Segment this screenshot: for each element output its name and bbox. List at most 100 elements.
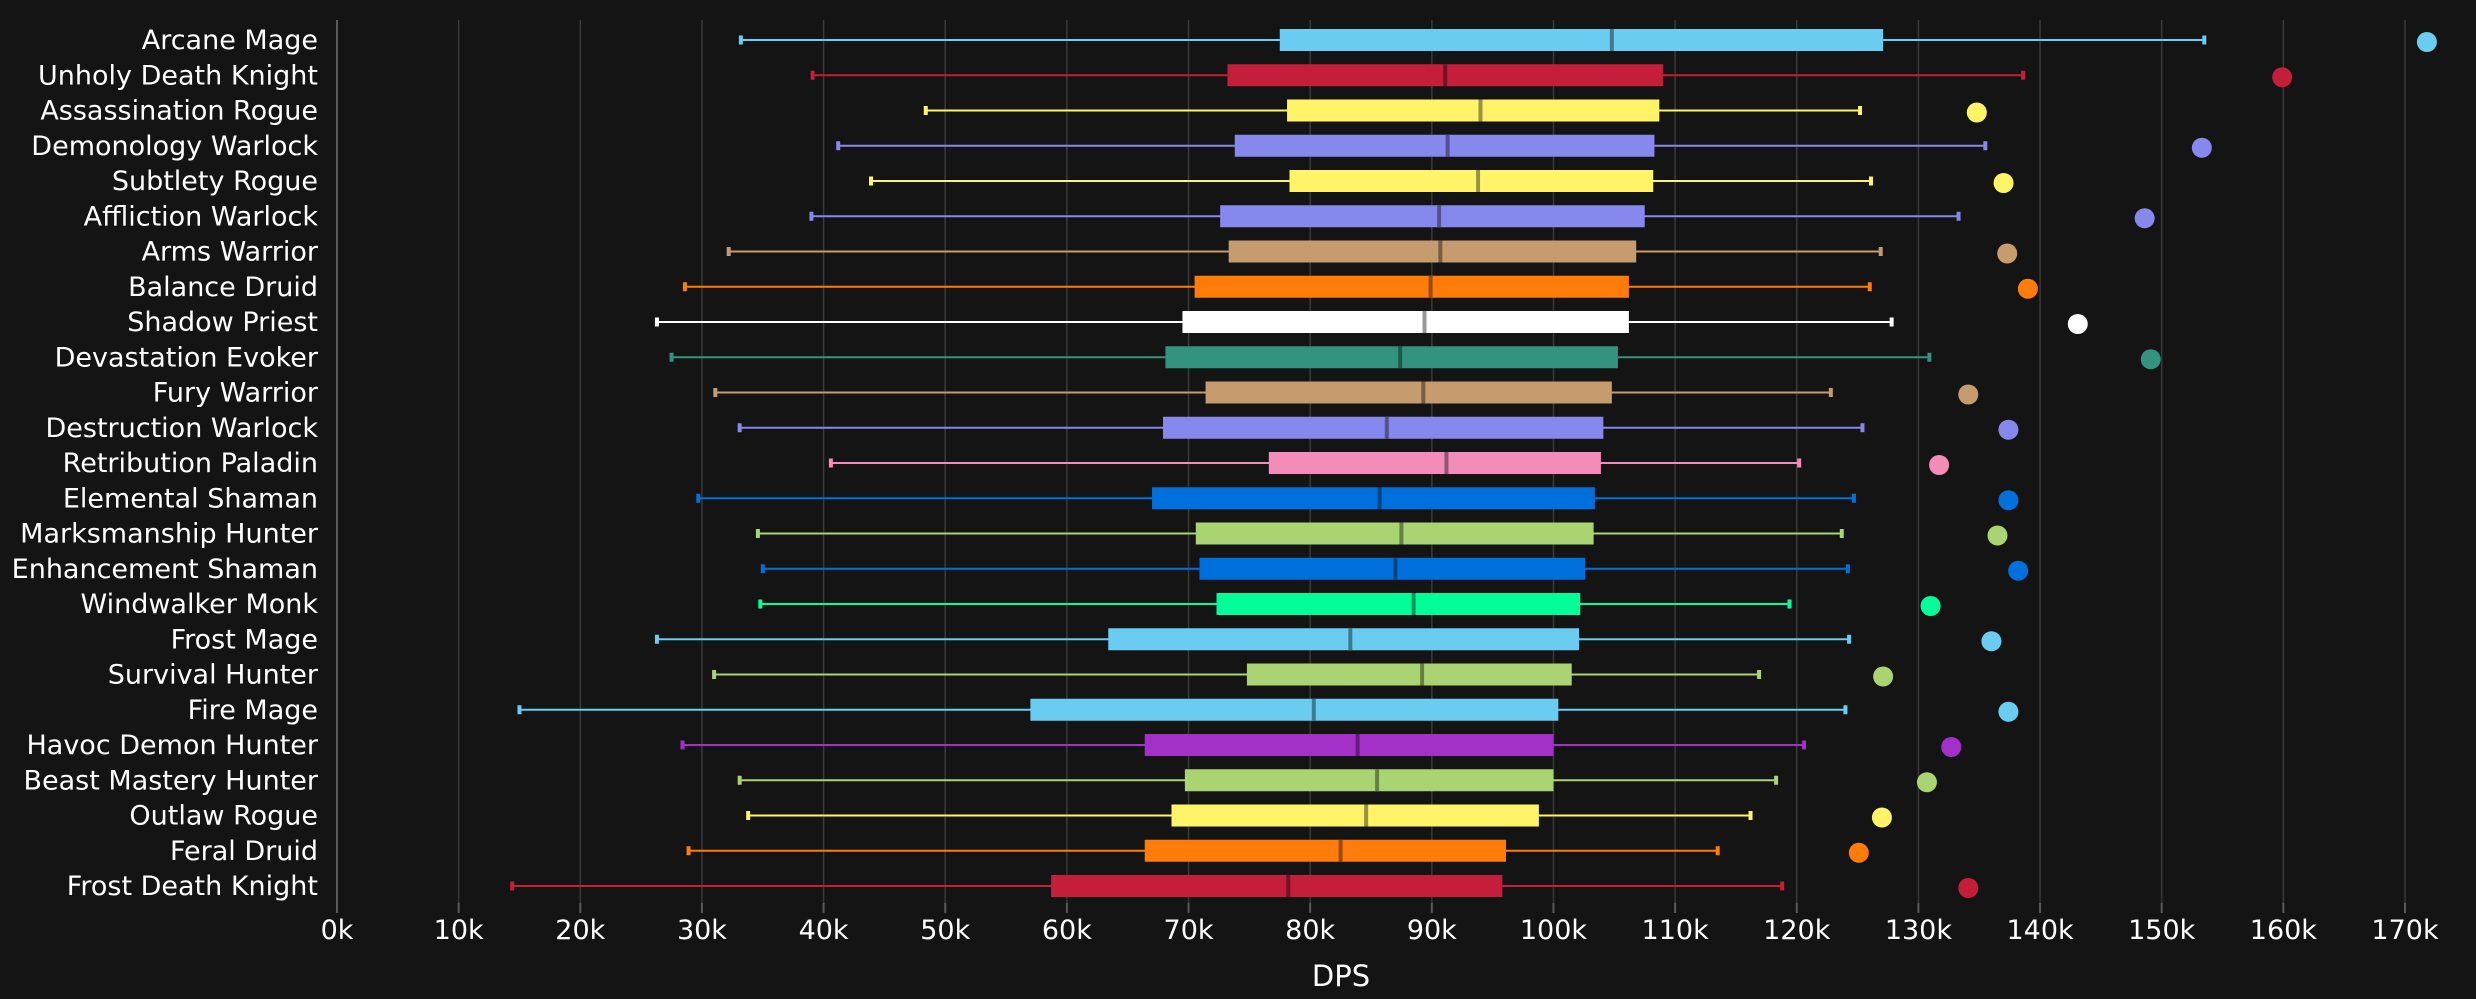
outlier-point [1987,525,2008,546]
spec-label: Arcane Mage [142,25,318,56]
median-marker [1393,557,1398,580]
series-row: Windwalker Monk [80,589,1941,620]
spec-label: Outlaw Rogue [129,801,318,832]
series-row: Marksmanship Hunter [20,519,2008,550]
whisker-max-cap [1983,141,1988,151]
series-row: Fire Mage [188,695,2019,726]
series-row: Affliction Warlock [84,201,2155,232]
outlier-point [2416,32,2437,52]
spec-label: Fire Mage [188,695,318,726]
spec-label: Unholy Death Knight [38,60,318,91]
whisker-max-cap [1828,388,1833,397]
iqr-box [1194,275,1629,298]
whisker-min-cap [828,458,833,468]
x-tick-label: 40k [799,915,849,946]
x-axis-ticks: 0k 10k 20k 30k 40k 50k 60k 70k 80k 90k 100k 110k 120… [321,903,2439,946]
whisker-min-cap [726,247,731,256]
outlier-point [1871,807,1892,828]
iqr-box [1171,804,1539,827]
whisker-min-cap [738,35,743,45]
whisker-min-cap [510,881,515,891]
median-marker [1311,698,1316,721]
series-layer: Arcane Mage Unholy Death Knight Assassinat… [12,25,2437,902]
whisker-max-cap [1867,282,1872,292]
whisker-max-cap [1851,493,1856,503]
x-tick-label: 130k [1885,915,1953,946]
series-row: Arms Warrior [142,237,2018,268]
median-marker [1445,134,1450,157]
iqr-box [1144,734,1554,756]
whisker-min-cap [737,775,742,785]
outlier-point [2272,67,2293,88]
outlier-point [1997,243,2018,264]
median-marker [1286,875,1291,897]
iqr-box [1220,205,1645,228]
whisker-max-cap [1787,599,1792,609]
whisker-min-cap [713,388,718,397]
series-row: Devastation Evoker [55,342,2161,373]
median-marker [1444,452,1449,474]
median-marker [1377,487,1382,510]
x-tick-label: 70k [1164,915,1214,946]
median-marker [1399,522,1404,545]
iqr-box [1184,769,1554,792]
series-row: Feral Druid [170,836,1869,867]
series-row: Balance Druid [128,272,2038,303]
spec-label: Fury Warrior [153,378,319,409]
iqr-box [1108,628,1580,651]
spec-label: Frost Death Knight [67,871,318,902]
whisker-max-cap [1889,317,1894,327]
spec-label: Survival Hunter [108,660,319,691]
spec-label: Enhancement Shaman [12,554,318,585]
whisker-min-cap [923,106,928,115]
spec-label: Elemental Shaman [63,483,318,514]
outlier-point [1958,878,1979,898]
x-tick-label: 90k [1407,915,1457,946]
whisker-min-cap [669,352,674,362]
whisker-max-cap [1858,106,1863,115]
series-row: Subtlety Rogue [112,166,2014,197]
spec-label: Windwalker Monk [80,589,318,620]
spec-label: Subtlety Rogue [112,166,318,197]
outlier-point [2017,278,2038,299]
median-marker [1478,99,1483,122]
x-tick-label: 110k [1642,915,1710,946]
iqr-box [1030,698,1559,721]
series-row: Arcane Mage [142,25,2437,56]
series-row: Destruction Warlock [45,413,2019,444]
spec-label: Destruction Warlock [45,413,318,444]
whisker-max-cap [1774,775,1779,785]
whisker-min-cap [712,670,717,679]
whisker-max-cap [1868,176,1873,186]
x-tick-label: 30k [677,915,727,946]
iqr-box [1195,522,1594,545]
median-marker [1398,346,1403,369]
series-row: Demonology Warlock [31,131,2212,162]
spec-label: Arms Warrior [142,237,319,268]
series-row: Unholy Death Knight [38,60,2293,91]
outlier-point [1966,102,1987,123]
whisker-max-cap [2021,70,2026,80]
median-marker [1428,275,1433,298]
x-tick-label: 170k [2371,915,2439,946]
whisker-min-cap [746,811,751,820]
x-tick-label: 160k [2250,915,2318,946]
x-tick-label: 50k [920,915,970,946]
spec-label: Affliction Warlock [84,201,319,232]
iqr-box [1246,663,1572,686]
median-marker [1338,839,1343,862]
median-marker [1348,628,1353,651]
whisker-max-cap [1878,247,1883,256]
iqr-box [1051,875,1503,897]
iqr-box [1152,487,1595,510]
outlier-point [1998,701,2019,722]
spec-label: Balance Druid [128,272,318,303]
median-marker [1384,416,1389,439]
outlier-point [1848,842,1869,863]
median-marker [1437,205,1442,228]
outlier-point [1981,631,2002,652]
x-tick-label: 60k [1042,915,1092,946]
outlier-point [2191,137,2212,158]
spec-label: Beast Mastery Hunter [23,765,318,796]
